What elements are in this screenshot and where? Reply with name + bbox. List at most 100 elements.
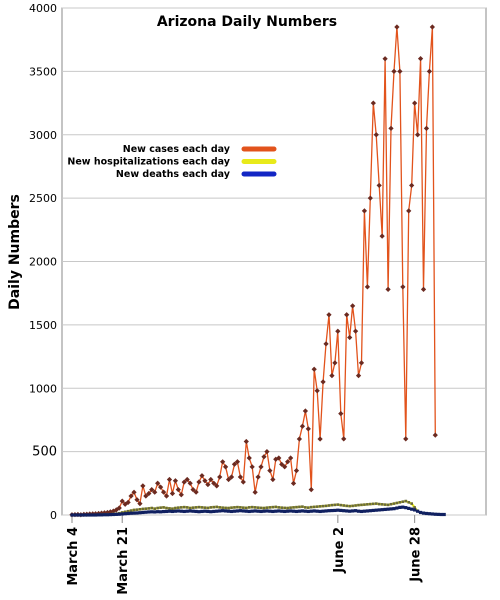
data-point [404, 506, 408, 510]
data-point [123, 510, 127, 514]
data-point [114, 512, 118, 516]
data-point [91, 513, 95, 517]
data-point [383, 503, 387, 506]
data-point [181, 479, 187, 485]
data-point [265, 506, 269, 509]
data-point [410, 507, 414, 511]
data-point [146, 490, 152, 497]
data-point [164, 509, 169, 514]
data-point [362, 509, 367, 513]
data-point [70, 513, 74, 517]
data-point [407, 506, 411, 511]
data-point [395, 506, 399, 510]
data-point [153, 510, 157, 514]
data-point [417, 56, 424, 62]
data-point [421, 511, 426, 515]
data-point [108, 513, 112, 517]
x-tick-labels: March 4 March 21 June 2 June 28 [66, 515, 424, 595]
data-point [347, 334, 353, 341]
data-point [382, 56, 388, 62]
data-point [308, 486, 314, 493]
data-point [309, 505, 313, 509]
data-point [197, 510, 201, 514]
data-point [365, 509, 369, 513]
data-point [161, 509, 166, 514]
data-point [395, 501, 399, 505]
data-point [138, 511, 142, 515]
data-point [352, 328, 359, 334]
data-point [342, 509, 346, 513]
data-point [144, 507, 148, 510]
y-tick-label: 1500 [29, 319, 57, 332]
data-point [156, 506, 159, 510]
data-point [185, 509, 189, 513]
data-point [377, 508, 381, 512]
data-point [274, 505, 278, 509]
data-point [82, 513, 86, 517]
data-point [376, 182, 382, 189]
data-point [333, 508, 337, 513]
data-point [200, 506, 204, 509]
data-point [385, 286, 391, 292]
data-point [253, 506, 257, 509]
data-point [351, 509, 355, 513]
data-point [304, 506, 307, 509]
data-point [271, 505, 275, 509]
data-point [430, 512, 434, 516]
data-point [280, 509, 284, 513]
data-point [324, 504, 328, 508]
data-point [212, 509, 216, 514]
data-point [350, 303, 356, 309]
data-point [134, 497, 140, 503]
data-point [179, 506, 183, 509]
data-point [433, 512, 437, 516]
data-point [389, 507, 393, 511]
data-point [298, 505, 301, 509]
data-point [412, 100, 418, 106]
data-point [288, 509, 293, 513]
data-point [224, 506, 227, 510]
data-point [206, 506, 210, 510]
data-point [354, 504, 357, 507]
data-point [233, 506, 236, 509]
data-point [256, 509, 260, 513]
data-point [271, 509, 275, 514]
data-point [332, 360, 338, 366]
data-point [317, 436, 323, 442]
data-point [160, 489, 167, 495]
data-point [339, 503, 343, 507]
y-tick-label: 3000 [29, 129, 57, 142]
legend-label: New cases each day [123, 144, 231, 155]
data-point [240, 479, 246, 485]
data-point [356, 509, 361, 513]
data-point [167, 509, 172, 513]
data-point [247, 509, 251, 514]
data-point [324, 509, 328, 513]
data-point [394, 24, 400, 30]
data-point [182, 505, 186, 509]
data-point [135, 508, 139, 511]
y-axis-label: Daily Numbers [7, 194, 23, 310]
data-point [392, 507, 396, 511]
data-point [368, 509, 372, 513]
data-point [318, 505, 322, 508]
data-point [367, 195, 373, 201]
data-point [268, 509, 272, 513]
data-point [413, 506, 416, 509]
data-point [345, 504, 349, 508]
data-point [353, 509, 358, 513]
data-point [85, 513, 89, 517]
data-point [305, 426, 311, 432]
data-point [400, 284, 406, 290]
data-point [432, 432, 438, 438]
data-point [364, 284, 371, 290]
data-point [276, 455, 282, 461]
data-point [123, 512, 127, 516]
data-point [185, 506, 189, 509]
data-point [363, 503, 366, 506]
data-point [140, 483, 146, 489]
data-point [358, 360, 365, 366]
x-tick-label: June 28 [409, 527, 424, 583]
data-point [256, 506, 260, 509]
data-point [267, 468, 273, 474]
